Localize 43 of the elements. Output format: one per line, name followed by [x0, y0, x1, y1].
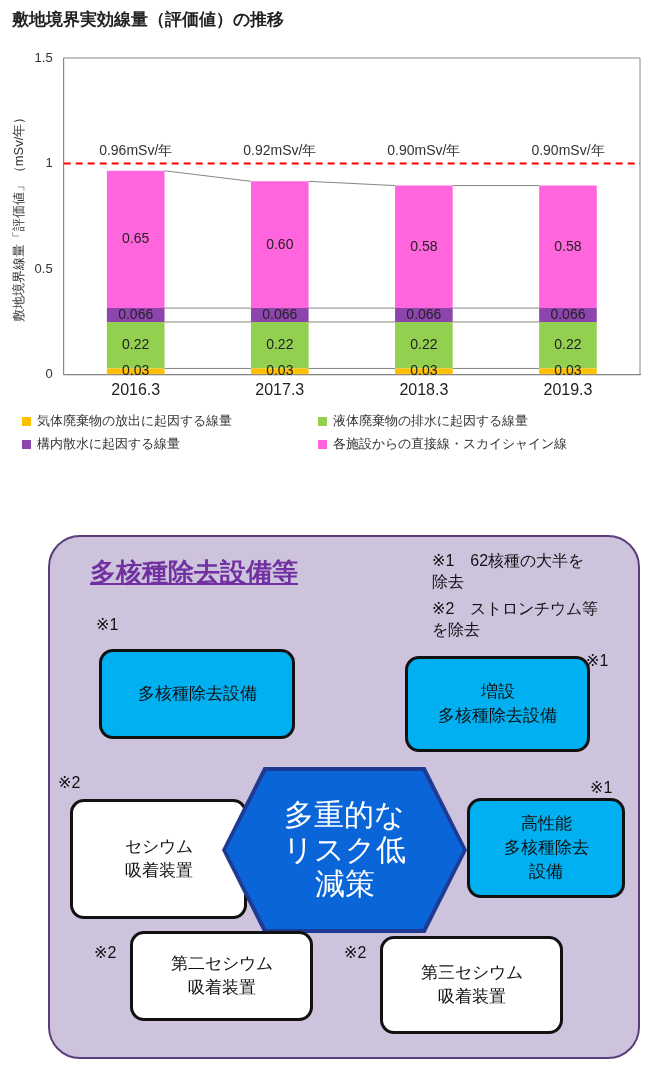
y-axis-title: 敷地境界線量「評価値」（mSv/年） — [11, 110, 27, 323]
x-tick-label: 2017.3 — [255, 380, 305, 398]
total-label: 0.96mSv/年 — [99, 141, 173, 158]
data-label: 0.03 — [554, 362, 582, 379]
data-label: 0.60 — [266, 235, 294, 252]
x-tick-label: 2019.3 — [543, 380, 593, 398]
data-label: 0.58 — [554, 237, 582, 254]
y-tick-label: 1 — [45, 155, 53, 171]
y-tick-label: 0 — [45, 366, 53, 382]
x-tick-label: 2016.3 — [111, 380, 161, 398]
data-label: 0.03 — [266, 362, 294, 379]
rounded-box: セシウム吸着装置 — [70, 799, 247, 919]
data-label: 0.066 — [550, 305, 586, 322]
data-label: 0.58 — [410, 237, 438, 254]
data-label: 0.22 — [266, 336, 294, 353]
legend-label: 構内散水に起因する線量 — [36, 435, 181, 453]
data-label: 0.066 — [118, 305, 154, 322]
total-label: 0.92mSv/年 — [243, 141, 317, 158]
data-label: 0.22 — [410, 336, 438, 353]
bar — [395, 185, 453, 309]
total-label: 0.90mSv/年 — [387, 141, 461, 158]
data-label: 0.22 — [122, 336, 150, 353]
data-label: 0.03 — [410, 362, 438, 379]
bar — [539, 185, 597, 309]
data-label: 0.03 — [122, 362, 150, 379]
legend-label: 液体廃棄物の排水に起因する線量 — [332, 412, 529, 430]
bar — [250, 181, 309, 309]
data-label: 0.22 — [554, 336, 582, 353]
x-tick-label: 2018.3 — [399, 380, 449, 398]
rounded-box: 第三セシウム吸着装置 — [380, 936, 563, 1034]
legend-label: 気体廃棄物の放出に起因する線量 — [36, 412, 233, 430]
chart-title: 敷地境界実効線量（評価値）の推移 — [12, 9, 284, 31]
y-tick-label: 1.5 — [34, 49, 53, 65]
data-label: 0.066 — [406, 305, 442, 322]
total-label: 0.90mSv/年 — [531, 141, 605, 158]
data-label: 0.65 — [122, 230, 150, 247]
y-tick-label: 0.5 — [34, 260, 53, 276]
bar — [106, 170, 165, 309]
legend-label: 各施設からの直接線・スカイシャイン線 — [332, 435, 568, 453]
rounded-box: 多核種除去設備 — [99, 649, 295, 739]
rounded-box: 高性能多核種除去設備 — [467, 798, 625, 898]
rounded-box: 第二セシウム吸着装置 — [130, 931, 313, 1021]
data-label: 0.066 — [262, 305, 298, 322]
